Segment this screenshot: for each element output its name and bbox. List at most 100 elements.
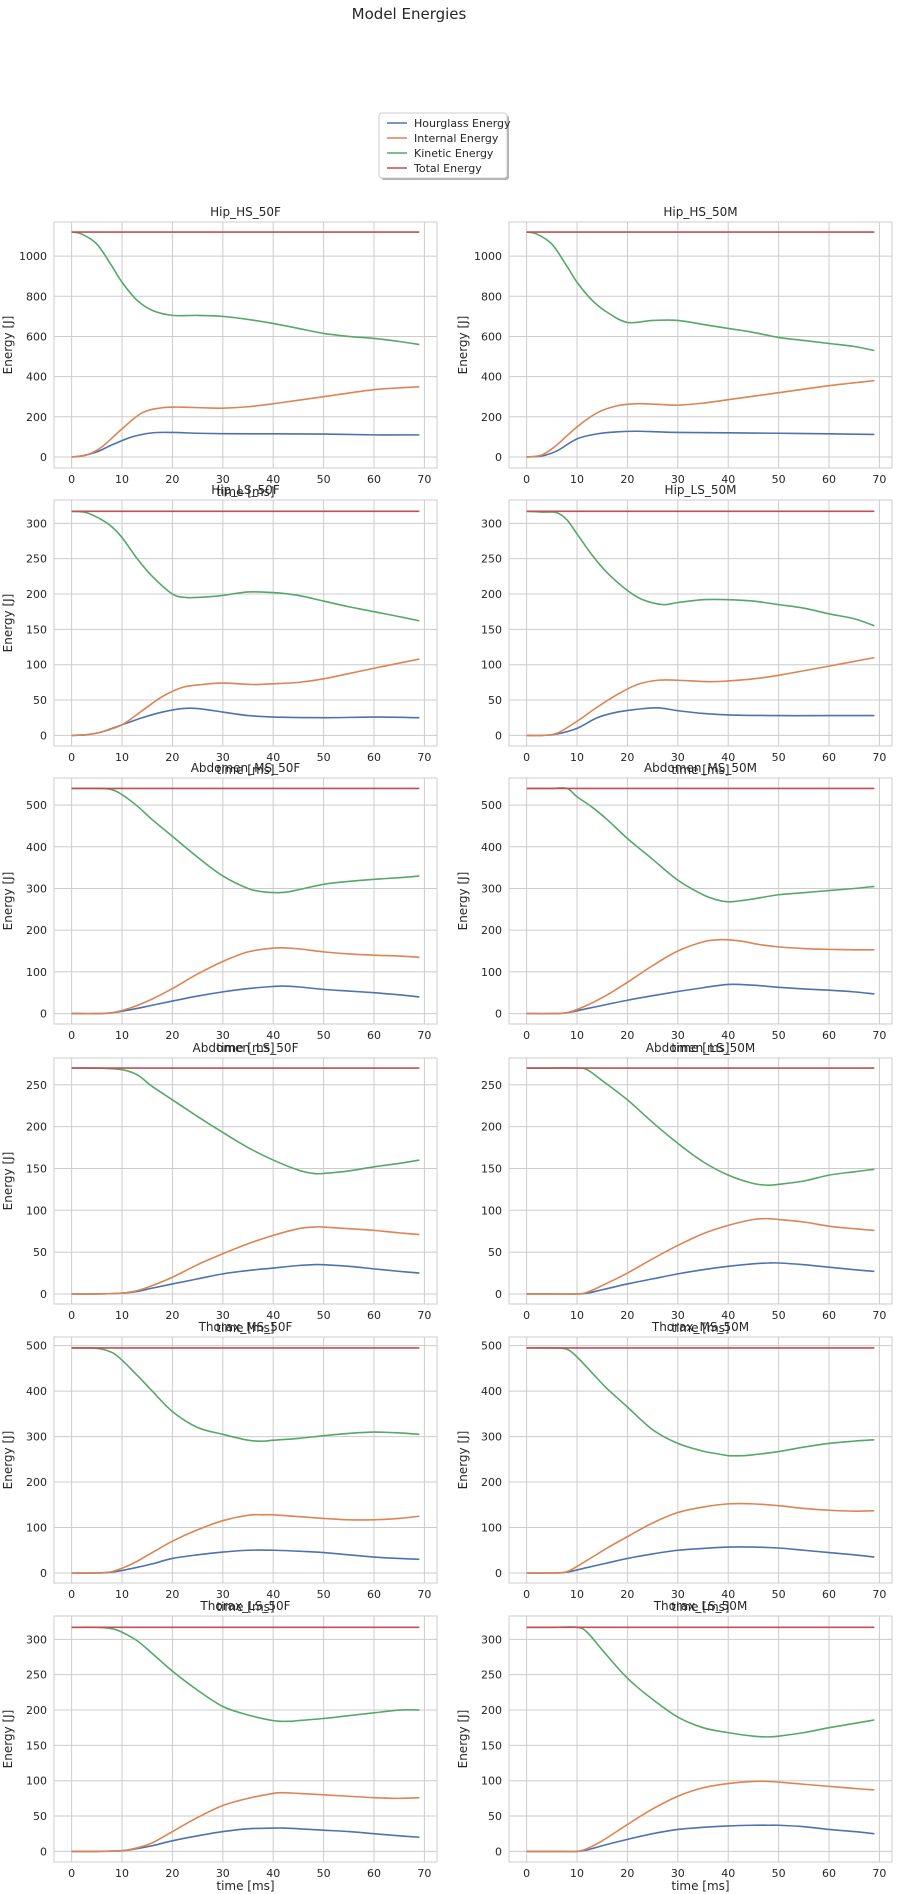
axes-frame <box>508 777 893 1025</box>
x-tick-label: 70 <box>872 1867 886 1880</box>
series-line-internal-energy <box>71 658 420 737</box>
x-tick-label: 0 <box>523 1029 530 1042</box>
x-tick-label: 0 <box>523 1867 530 1880</box>
x-tick-label: 50 <box>772 473 786 486</box>
x-tick-label: 50 <box>317 1029 331 1042</box>
x-tick-label: 70 <box>872 1029 886 1042</box>
y-tick-label: 1000 <box>19 250 47 263</box>
y-axis-label: Energy [J] <box>1 1152 15 1211</box>
y-tick-label: 200 <box>26 588 47 601</box>
x-tick-label: 60 <box>822 473 836 486</box>
x-tick-label: 20 <box>165 473 179 486</box>
x-tick-label: 10 <box>115 1029 129 1042</box>
x-tick-label: 10 <box>115 1867 129 1880</box>
figure-title: Model Energies <box>352 5 467 23</box>
y-tick-label: 0 <box>40 1845 47 1858</box>
y-tick-label: 100 <box>26 1204 47 1217</box>
series-line-hourglass-energy <box>71 985 420 1015</box>
y-axis-label: Energy [J] <box>456 1710 470 1769</box>
y-tick-label: 400 <box>481 371 502 384</box>
y-axis-label: Energy [J] <box>1 1431 15 1490</box>
y-tick-label: 200 <box>26 1476 47 1489</box>
axes-frame <box>508 1057 893 1305</box>
y-tick-label: 0 <box>40 729 47 742</box>
y-tick-label: 0 <box>40 1567 47 1580</box>
x-tick-label: 70 <box>872 1588 886 1601</box>
y-tick-label: 1000 <box>474 250 502 263</box>
y-tick-label: 200 <box>481 1704 502 1717</box>
x-axis-label: time [ms] <box>671 1600 729 1614</box>
series-line-internal-energy <box>526 938 875 1015</box>
subplot-Thorax_LS_50M: 0 10 20 30 40 50 60 70 0 50 100 150 200 250 300 Thorax_… <box>456 1599 893 1893</box>
y-tick-label: 400 <box>481 1385 502 1398</box>
x-tick-label: 60 <box>822 1588 836 1601</box>
y-axis-label: Energy [J] <box>456 872 470 931</box>
y-tick-label: 300 <box>26 517 47 530</box>
series-line-kinetic-energy <box>71 1347 420 1442</box>
series-line-kinetic-energy <box>71 1626 420 1723</box>
x-tick-label: 10 <box>570 1029 584 1042</box>
series-line-internal-energy <box>71 1791 420 1853</box>
y-tick-label: 400 <box>26 841 47 854</box>
legend: Hourglass Energy Internal Energy Kinetic E… <box>378 112 511 180</box>
subplot-Hip_LS_50M: 0 10 20 30 40 50 60 70 0 50 100 150 200 250 300 Hip_LS_… <box>481 483 893 777</box>
y-tick-label: 0 <box>40 1008 47 1021</box>
series-line-kinetic-energy <box>71 231 420 346</box>
subplot-Hip_LS_50F: 0 10 20 30 40 50 60 70 0 50 100 150 200 250 300 Hip_LS_… <box>1 483 438 777</box>
x-tick-label: 70 <box>417 1588 431 1601</box>
y-tick-label: 800 <box>481 290 502 303</box>
y-axis-label: Energy [J] <box>456 1431 470 1490</box>
x-tick-label: 60 <box>367 751 381 764</box>
x-tick-label: 30 <box>216 473 230 486</box>
series-line-kinetic-energy <box>71 1067 420 1175</box>
y-tick-label: 0 <box>495 729 502 742</box>
y-tick-label: 50 <box>488 1246 502 1259</box>
series-line-hourglass-energy <box>526 430 875 458</box>
x-tick-label: 0 <box>523 751 530 764</box>
axes-frame <box>508 221 893 469</box>
x-tick-label: 60 <box>367 1029 381 1042</box>
x-tick-label: 40 <box>721 1029 735 1042</box>
subplot-Abdomen_LS_50M: 0 10 20 30 40 50 60 70 0 50 100 150 200 250 Abdomen_LS… <box>481 1041 893 1335</box>
subplot-title: Hip_LS_50F <box>211 483 280 497</box>
y-tick-label: 250 <box>481 1079 502 1092</box>
y-tick-label: 250 <box>481 553 502 566</box>
y-tick-label: 50 <box>33 694 47 707</box>
y-tick-label: 600 <box>26 330 47 343</box>
series-line-internal-energy <box>526 1780 875 1853</box>
x-tick-label: 60 <box>367 473 381 486</box>
y-tick-label: 300 <box>26 882 47 895</box>
x-tick-label: 10 <box>115 751 129 764</box>
subplot-Thorax_MS_50F: 0 10 20 30 40 50 60 70 0 100 200 300 400 500 Thorax_MS… <box>1 1320 438 1614</box>
series-line-hourglass-energy <box>526 1546 875 1574</box>
x-tick-label: 30 <box>216 1029 230 1042</box>
series-line-kinetic-energy <box>526 231 875 352</box>
x-tick-label: 60 <box>822 751 836 764</box>
y-tick-label: 0 <box>495 1288 502 1301</box>
y-tick-label: 200 <box>26 1704 47 1717</box>
series-line-kinetic-energy <box>71 787 420 894</box>
y-tick-label: 300 <box>26 1633 47 1646</box>
x-tick-label: 30 <box>671 751 685 764</box>
y-tick-label: 50 <box>33 1810 47 1823</box>
series-line-kinetic-energy <box>526 510 875 627</box>
series-line-kinetic-energy <box>71 510 420 622</box>
x-tick-label: 10 <box>570 473 584 486</box>
y-tick-label: 0 <box>495 1567 502 1580</box>
x-tick-label: 30 <box>216 751 230 764</box>
series-line-hourglass-energy <box>526 706 875 737</box>
y-tick-label: 500 <box>481 1340 502 1353</box>
x-tick-label: 30 <box>216 1309 230 1322</box>
x-tick-label: 0 <box>523 473 530 486</box>
y-tick-label: 100 <box>26 1522 47 1535</box>
subplot-title: Thorax_LS_50M <box>653 1599 748 1613</box>
y-tick-label: 100 <box>26 966 47 979</box>
y-tick-label: 250 <box>26 553 47 566</box>
x-tick-label: 50 <box>317 751 331 764</box>
x-axis-label: time [ms] <box>216 1321 274 1335</box>
x-tick-label: 20 <box>620 1029 634 1042</box>
subplot-Abdomen_LS_50F: 0 10 20 30 40 50 60 70 0 50 100 150 200 250 Abdomen_LS… <box>1 1041 438 1335</box>
series-line-internal-energy <box>71 1513 420 1574</box>
subplot-title: Thorax_MS_50F <box>198 1320 293 1334</box>
